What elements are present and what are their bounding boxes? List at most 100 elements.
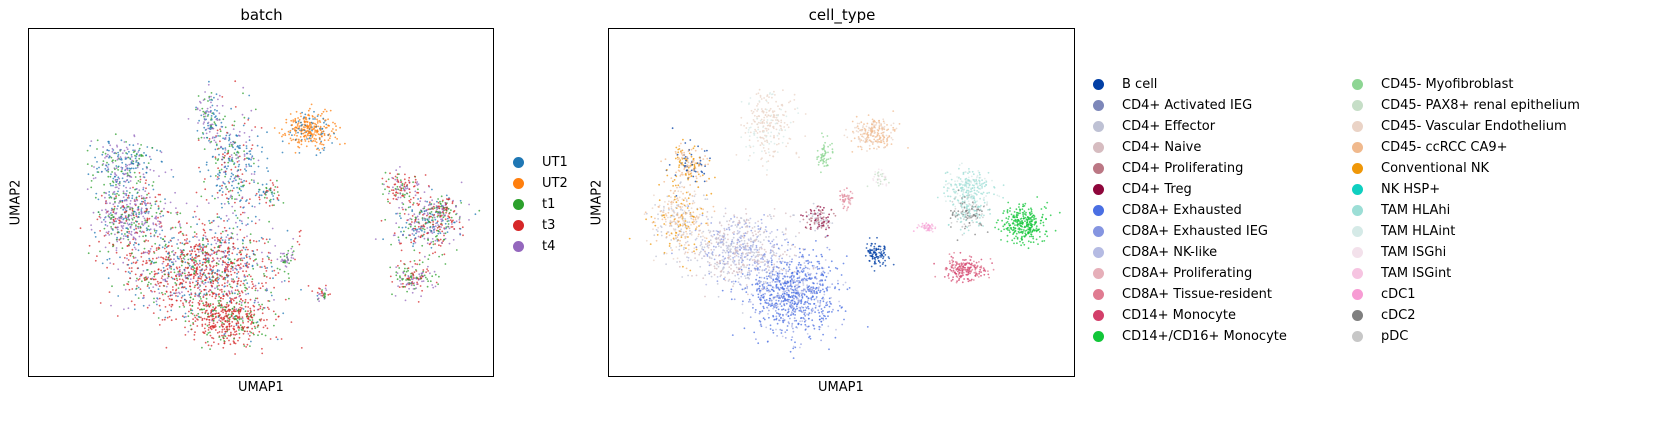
scatter-point [276, 191, 279, 193]
scatter-point [292, 250, 295, 253]
scatter-point [162, 260, 165, 263]
scatter-point [173, 278, 176, 281]
scatter-point [813, 282, 815, 285]
scatter-point [103, 227, 106, 230]
scatter-point [250, 147, 253, 150]
scatter-point [731, 334, 734, 336]
scatter-point [767, 302, 769, 305]
scatter-point [823, 314, 825, 317]
scatter-point [782, 290, 785, 293]
scatter-point [417, 188, 419, 191]
scatter-point [199, 262, 201, 265]
scatter-point [155, 257, 158, 260]
scatter-point [157, 256, 160, 259]
scatter-point [411, 278, 414, 281]
scatter-point [459, 215, 461, 218]
legend-label: t3 [542, 218, 556, 233]
scatter-point [417, 204, 420, 207]
scatter-point [229, 155, 231, 158]
scatter-point [203, 118, 206, 120]
scatter-point [765, 286, 768, 288]
scatter-point [137, 164, 140, 166]
scatter-point [820, 253, 823, 256]
scatter-point [429, 196, 432, 199]
scatter-point [437, 214, 440, 217]
scatter-point [179, 223, 181, 226]
scatter-point [193, 210, 196, 213]
scatter-point [206, 340, 209, 343]
scatter-point [399, 196, 402, 199]
scatter-point [251, 319, 254, 321]
scatter-point [788, 255, 791, 258]
scatter-point [284, 132, 286, 135]
scatter-point [411, 215, 414, 217]
scatter-point [239, 294, 242, 297]
scatter-point [450, 226, 453, 228]
scatter-point [807, 262, 810, 265]
scatter-point [225, 167, 228, 170]
scatter-point [770, 304, 773, 307]
scatter-point [226, 234, 229, 236]
scatter-point [796, 287, 798, 289]
scatter-point [393, 183, 396, 186]
scatter-point [398, 241, 401, 244]
scatter-point [112, 216, 115, 218]
scatter-point [104, 224, 107, 226]
scatter-point [429, 280, 432, 283]
scatter-point [247, 338, 250, 340]
scatter-point [757, 342, 760, 345]
scatter-point [136, 209, 139, 211]
scatter-point [241, 299, 244, 302]
scatter-point [108, 140, 110, 143]
scatter-point [211, 195, 214, 197]
scatter-point [217, 278, 220, 281]
scatter-point [330, 130, 333, 132]
scatter-point [159, 193, 162, 196]
scatter-point [179, 226, 182, 229]
scatter-point [265, 276, 268, 278]
scatter-point [108, 194, 110, 196]
scatter-point [792, 312, 795, 315]
scatter-point [86, 163, 89, 166]
scatter-point [214, 141, 217, 144]
scatter-point [786, 329, 788, 331]
legend-column: UT1 UT2 t1 t3 t4 [513, 152, 568, 257]
scatter-point [806, 301, 809, 304]
scatter-point [139, 175, 142, 178]
scatter-point [181, 242, 184, 245]
scatter-point [168, 259, 171, 262]
scatter-point [209, 228, 212, 231]
scatter-point [293, 127, 296, 129]
scatter-point [245, 254, 248, 257]
scatter-point [157, 205, 160, 208]
scatter-point [438, 210, 441, 213]
scatter-point [810, 312, 813, 315]
scatter-point [94, 177, 97, 179]
scatter-point [209, 289, 211, 291]
scatter-point [141, 263, 144, 266]
scatter-point [233, 262, 236, 265]
scatter-point [273, 192, 276, 195]
scatter-point [207, 100, 209, 102]
scatter-point [399, 275, 401, 278]
scatter-point [263, 275, 266, 277]
scatter-point [104, 192, 107, 194]
scatter-point [203, 317, 206, 320]
scatter-point [165, 256, 168, 258]
scatter-point [109, 218, 112, 220]
scatter-point [205, 237, 208, 240]
scatter-point [165, 246, 168, 249]
scatter-point [796, 280, 798, 282]
scatter-point [138, 211, 140, 214]
scatter-point [193, 247, 196, 250]
scatter-point [240, 301, 243, 304]
scatter-point [247, 333, 250, 335]
scatter-point [114, 133, 117, 136]
scatter-point [292, 257, 295, 260]
scatter-point [791, 296, 794, 299]
scatter-point [231, 307, 234, 310]
scatter-point [264, 193, 267, 196]
scatter-point [172, 249, 175, 252]
scatter-point [402, 272, 405, 274]
scatter-point [423, 228, 426, 231]
